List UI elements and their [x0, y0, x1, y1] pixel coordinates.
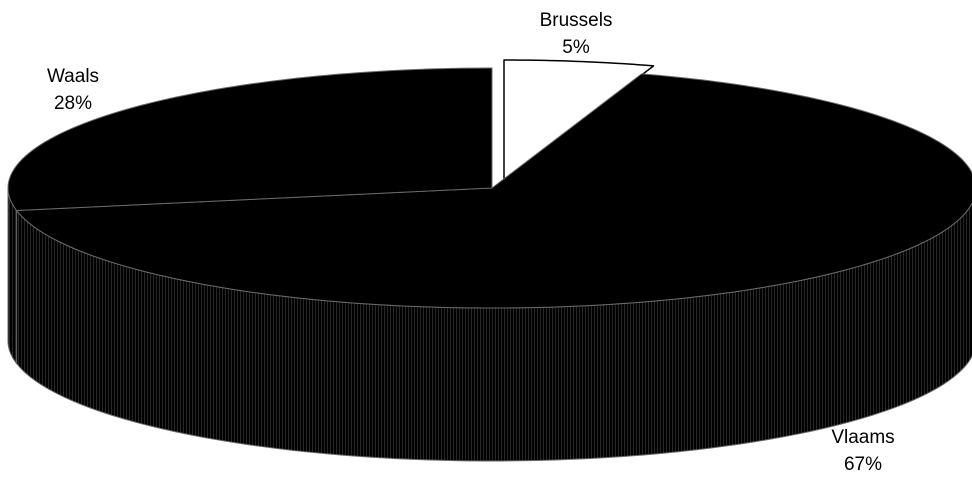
slice-label-vlaams-value: 67%: [844, 454, 882, 475]
slice-vlaams: [16, 73, 972, 309]
pie-labels: Brussels 5% Waals 28% Vlaams 67%: [47, 10, 895, 475]
slice-waals: [7, 67, 493, 211]
slice-label-brussels-name: Brussels: [540, 10, 613, 31]
slice-label-waals-value: 28%: [54, 93, 92, 114]
slice-wall-waals: [7, 188, 18, 365]
pie-top-faces: [7, 59, 972, 309]
slice-label-brussels-value: 5%: [562, 37, 590, 58]
slice-label-vlaams-name: Vlaams: [831, 427, 894, 448]
slice-label-waals-name: Waals: [47, 66, 99, 87]
